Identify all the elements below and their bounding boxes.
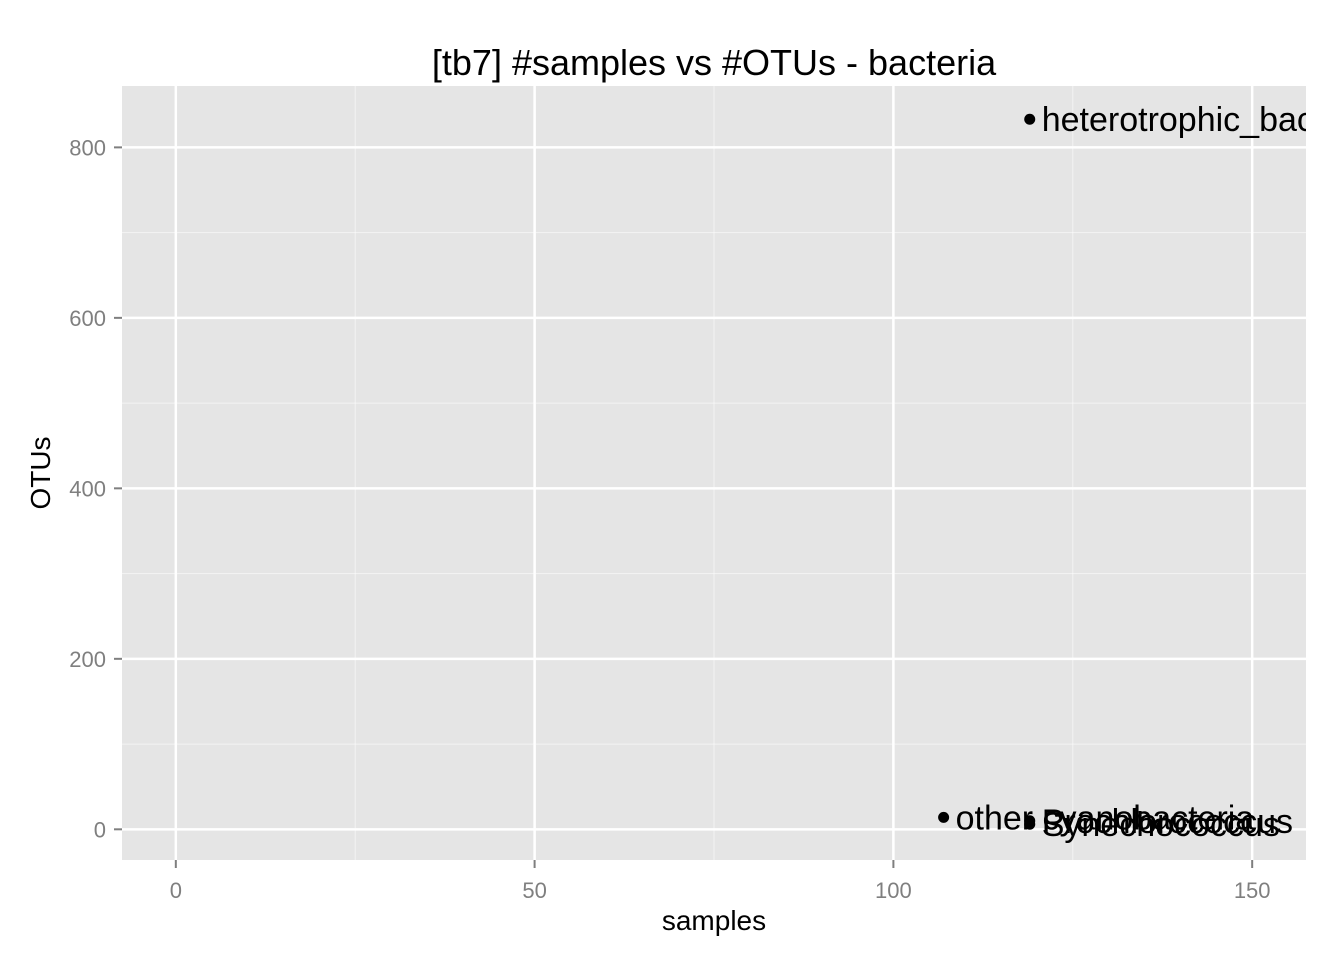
data-points: heterotrophic_bacteriaother cyanobacteri… [938,101,1344,844]
x-tick-label: 150 [1234,878,1271,903]
data-point [938,811,950,823]
x-axis: 0 50 100 150 [170,860,1271,903]
x-tick-label: 0 [170,878,182,903]
y-tick-label: 0 [94,817,106,842]
x-tick-label: 50 [522,878,546,903]
chart-title: [tb7] #samples vs #OTUs - bacteria [432,42,997,83]
y-axis: 0 200 400 600 800 [69,135,122,842]
data-point [1024,818,1036,830]
y-axis-title: OTUs [25,436,56,509]
x-tick-label: 100 [875,878,912,903]
y-tick-label: 800 [69,135,106,160]
point-label: Prochlorococcus [1042,803,1293,841]
point-label: other cyanobacteria [956,799,1255,837]
data-point [1024,113,1036,125]
minor-grid [122,86,1306,860]
point-label: Synechococcus [1042,806,1280,844]
x-axis-title: samples [662,905,766,936]
y-tick-label: 600 [69,306,106,331]
point-label: heterotrophic_bacteria [1042,101,1344,139]
y-tick-label: 200 [69,647,106,672]
y-tick-label: 400 [69,476,106,501]
major-grid [122,86,1306,860]
